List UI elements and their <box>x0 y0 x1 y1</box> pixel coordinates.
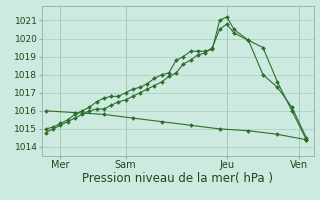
X-axis label: Pression niveau de la mer( hPa ): Pression niveau de la mer( hPa ) <box>82 172 273 185</box>
